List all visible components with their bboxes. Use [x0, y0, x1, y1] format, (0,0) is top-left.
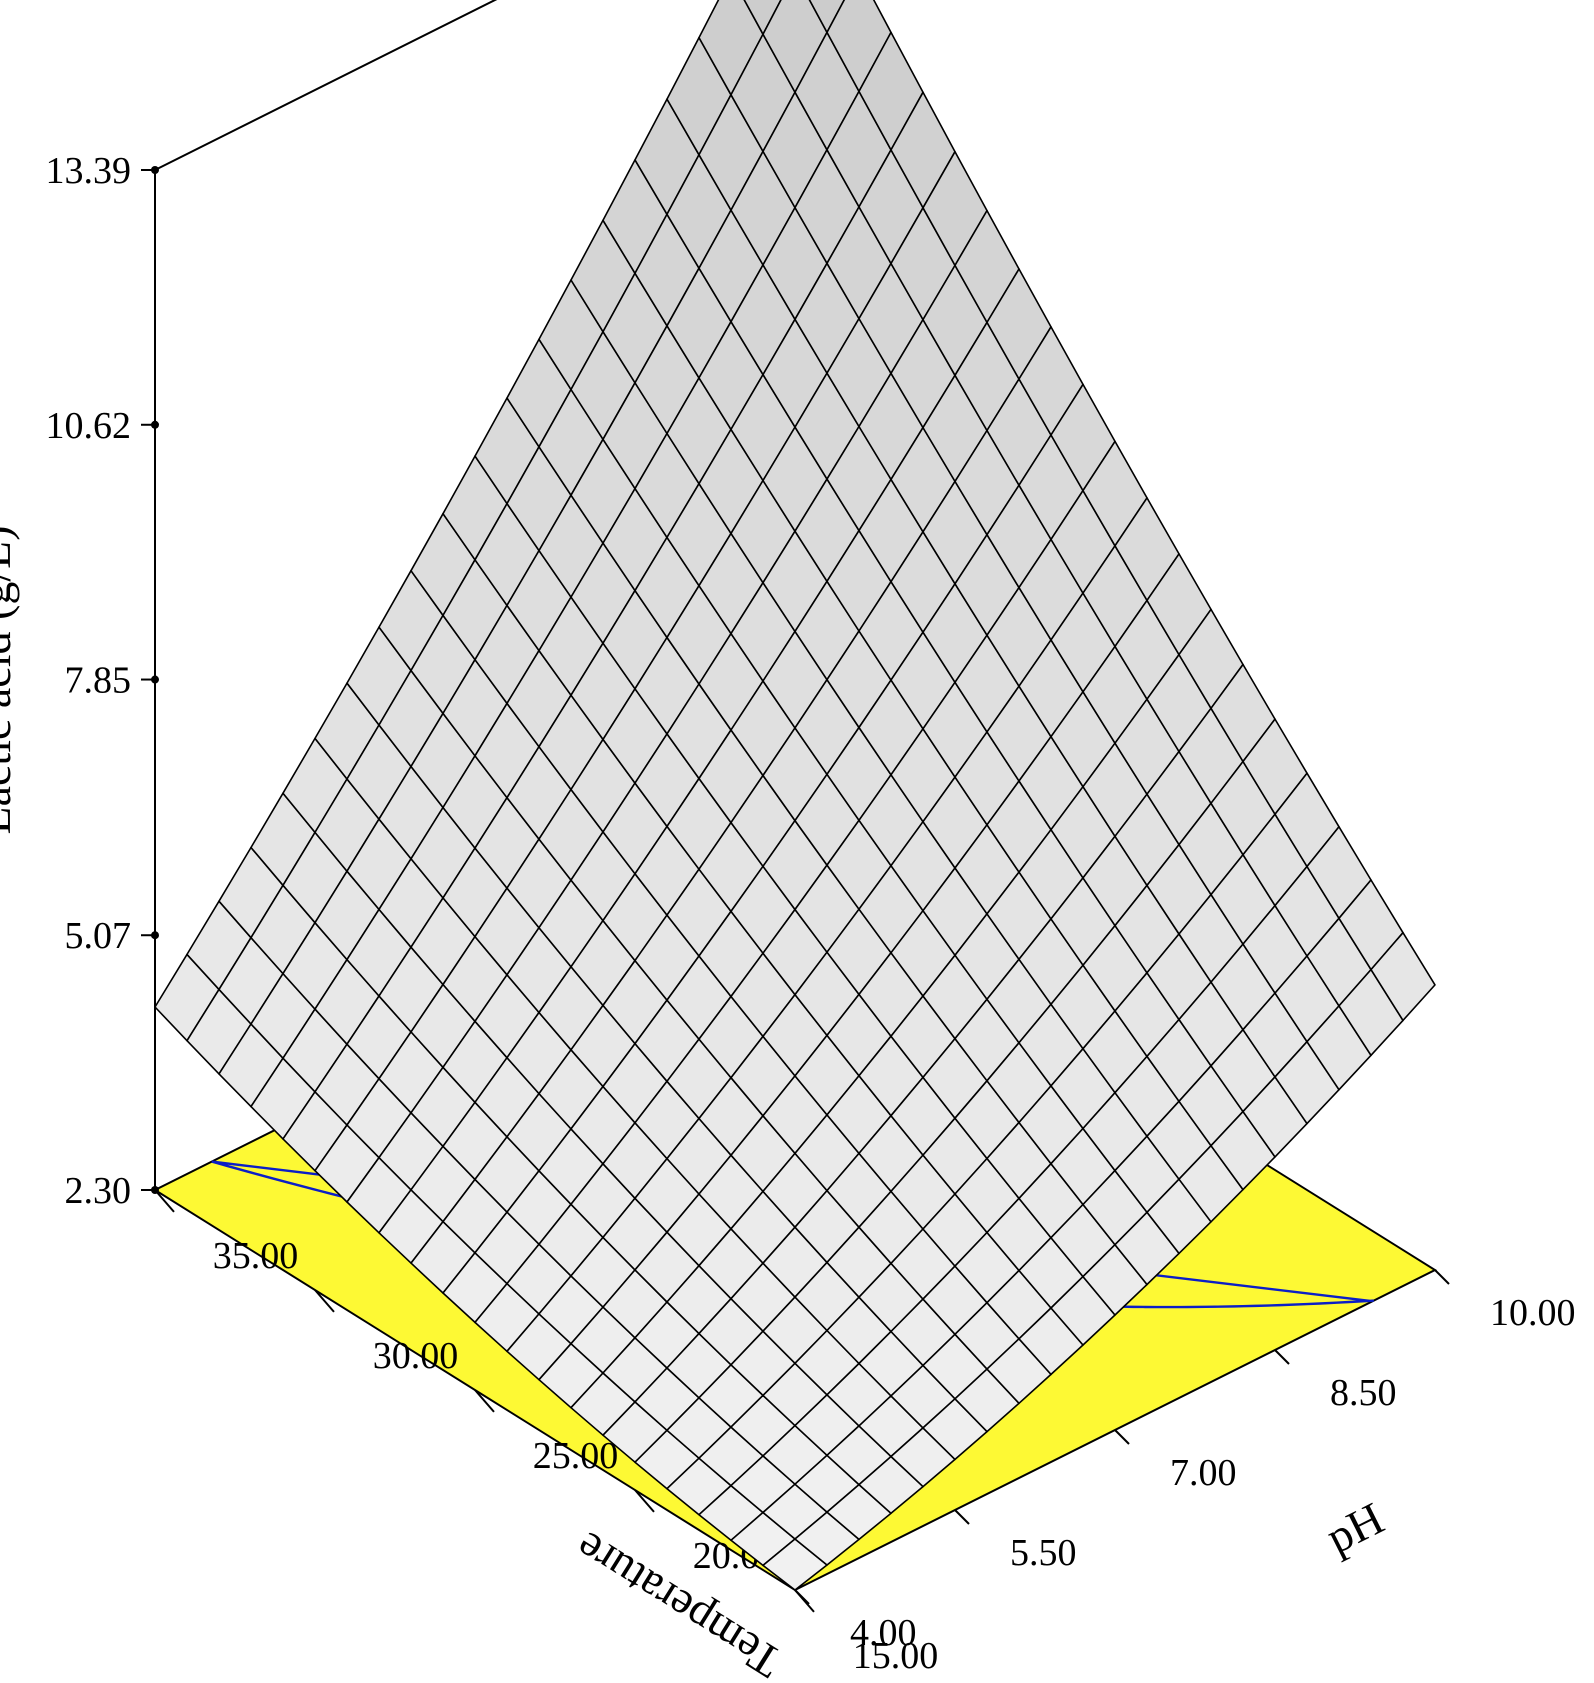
x-tick	[1275, 1350, 1289, 1364]
y-tick-label: 25.00	[533, 1435, 619, 1477]
z-tick-label: 10.62	[46, 405, 132, 447]
z-axis: 2.30 5.07 7.85 10.62 13.39	[46, 150, 160, 1212]
surface-chart: 2.305.077.8510.6213.3915.0020.0025.0030.…	[0, 0, 1594, 1683]
z-tick-label: 13.39	[46, 150, 132, 192]
x-tick	[955, 1510, 969, 1524]
z-tick-dot	[151, 421, 159, 429]
x-tick-label: 5.50	[1010, 1532, 1077, 1574]
z-tick-label: 5.07	[65, 915, 132, 957]
z-tick-label: 7.85	[65, 660, 132, 702]
x-tick	[1115, 1430, 1129, 1444]
x-tick	[1435, 1270, 1449, 1284]
surface-svg: 2.305.077.8510.6213.3915.0020.0025.0030.…	[0, 0, 1594, 1683]
z-tick-label: 2.30	[65, 1170, 132, 1212]
z-axis-label: Lactic acid (g/L)	[0, 525, 20, 834]
z-tick-dot	[151, 676, 159, 684]
z-tick-dot	[151, 931, 159, 939]
x-tick-label: 7.00	[1170, 1452, 1237, 1494]
x-axis-label: pH	[1318, 1492, 1391, 1563]
y-tick-label: 30.00	[373, 1335, 459, 1377]
z-tick-dot	[151, 166, 159, 174]
x-tick	[795, 1590, 809, 1604]
x-tick-label: 8.50	[1330, 1372, 1397, 1414]
y-tick-label: 35.00	[213, 1235, 299, 1277]
x-tick-label: 10.00	[1490, 1292, 1576, 1334]
x-tick-label: 4.00	[850, 1612, 917, 1654]
